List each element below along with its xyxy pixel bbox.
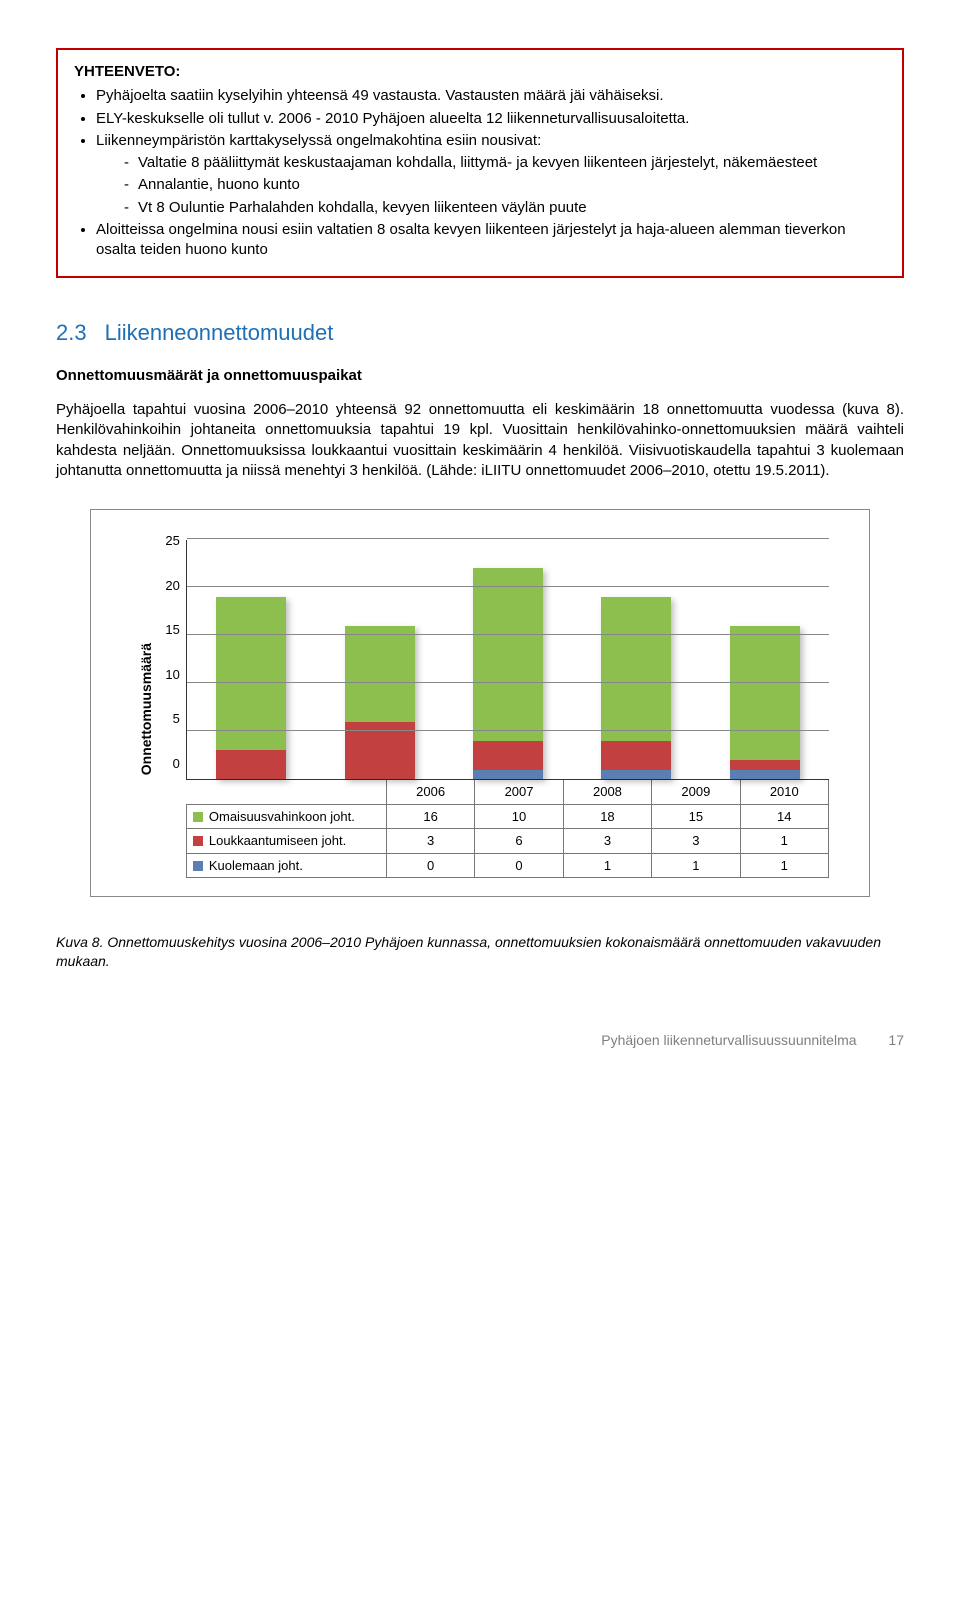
summary-bullet: Pyhäjoelta saatiin kyselyihin yhteensä 4…: [96, 86, 886, 106]
summary-title: YHTEENVETO:: [74, 62, 886, 82]
chart-bar-segment: [473, 741, 543, 770]
chart-y-tick: 20: [165, 577, 179, 595]
chart-table-cell: 3: [563, 829, 651, 854]
chart-y-tick: 0: [173, 755, 180, 773]
chart-bar-segment: [216, 597, 286, 751]
chart-table-cell: 10: [475, 804, 563, 829]
chart-table-cell: 1: [652, 853, 740, 878]
section-heading: 2.3 Liikenneonnettomuudet: [56, 318, 904, 348]
chart-y-tick: 25: [165, 532, 179, 550]
chart-table-cell: 3: [386, 829, 474, 854]
chart-bar-segment: [345, 626, 415, 722]
legend-swatch: [193, 861, 203, 871]
section-subhead: Onnettomuusmäärät ja onnettomuuspaikat: [56, 366, 904, 386]
chart-table-cell: 18: [563, 804, 651, 829]
chart-table-corner: [186, 780, 386, 804]
summary-sublist: Valtatie 8 pääliittymät keskustaajaman k…: [124, 153, 886, 218]
chart-table-cell: 15: [652, 804, 740, 829]
chart-y-tick: 10: [165, 666, 179, 684]
summary-box: YHTEENVETO: Pyhäjoelta saatiin kyselyihi…: [56, 48, 904, 278]
legend-swatch: [193, 836, 203, 846]
chart-y-ticks: 0 5 10 15 20 25: [156, 532, 186, 772]
chart-table-cell: 1: [740, 829, 828, 854]
chart-bar-segment: [601, 770, 671, 780]
section-title: Liikenneonnettomuudet: [105, 320, 334, 345]
chart-bar-segment: [730, 770, 800, 780]
chart-y-tick: 15: [165, 621, 179, 639]
page-footer: Pyhäjoen liikenneturvallisuussuunnitelma…: [56, 1031, 904, 1050]
chart-table-year: 2010: [740, 780, 828, 804]
chart-bar-segment: [730, 760, 800, 770]
summary-sub-bullet: Vt 8 Ouluntie Parhalahden kohdalla, kevy…: [124, 198, 886, 218]
legend-swatch: [193, 812, 203, 822]
chart-table-year: 2007: [475, 780, 563, 804]
accidents-chart: Onnettomuusmäärä 0510152025 200620072008…: [90, 509, 870, 897]
chart-series-label: Kuolemaan joht.: [209, 858, 303, 873]
chart-bar: [345, 626, 415, 780]
chart-table-cell: 1: [563, 853, 651, 878]
summary-sub-bullet: Annalantie, huono kunto: [124, 175, 886, 195]
chart-y-tick: 5: [173, 710, 180, 728]
chart-bar-segment: [473, 568, 543, 741]
section-paragraph: Pyhäjoella tapahtui vuosina 2006–2010 yh…: [56, 400, 904, 481]
chart-series-label: Loukkaantumiseen joht.: [209, 833, 346, 848]
chart-table-year: 2009: [652, 780, 740, 804]
chart-bar-segment: [601, 741, 671, 770]
chart-y-axis-label: Onnettomuusmäärä: [131, 643, 156, 775]
summary-sub-bullet: Valtatie 8 pääliittymät keskustaajaman k…: [124, 153, 886, 173]
chart-table-cell: 0: [386, 853, 474, 878]
chart-table-cell: 3: [652, 829, 740, 854]
chart-table-cell: 16: [386, 804, 474, 829]
chart-table-year: 2008: [563, 780, 651, 804]
chart-bar-segment: [216, 750, 286, 779]
chart-bar-segment: [730, 626, 800, 760]
footer-text: Pyhäjoen liikenneturvallisuussuunnitelma: [601, 1032, 856, 1048]
summary-bullet: ELY-keskukselle oli tullut v. 2006 - 201…: [96, 109, 886, 129]
summary-bullet: Liikenneympäristön karttakyselyssä ongel…: [96, 131, 886, 218]
chart-table-year: 2006: [386, 780, 474, 804]
summary-bullet: Aloitteissa ongelmina nousi esiin valtat…: [96, 220, 886, 261]
chart-bar-segment: [473, 770, 543, 780]
chart-bar: [601, 597, 671, 779]
chart-bar: [216, 597, 286, 779]
chart-plot-area: [186, 540, 829, 780]
chart-table-cell: 0: [475, 853, 563, 878]
chart-bar: [473, 568, 543, 779]
chart-series-label: Omaisuusvahinkoon joht.: [209, 809, 355, 824]
section-number: 2.3: [56, 320, 87, 345]
chart-table-cell: 6: [475, 829, 563, 854]
chart-table-cell: 14: [740, 804, 828, 829]
figure-caption: Kuva 8. Onnettomuuskehitys vuosina 2006–…: [56, 933, 904, 971]
chart-table-cell: 1: [740, 853, 828, 878]
chart-bar: [730, 626, 800, 780]
chart-data-table: 20062007200820092010 Omaisuusvahinkoon jo…: [186, 780, 829, 878]
summary-list: Pyhäjoelta saatiin kyselyihin yhteensä 4…: [96, 86, 886, 260]
page-number: 17: [888, 1032, 904, 1048]
summary-bullet-text: Liikenneympäristön karttakyselyssä ongel…: [96, 132, 541, 149]
chart-bar-segment: [601, 597, 671, 741]
